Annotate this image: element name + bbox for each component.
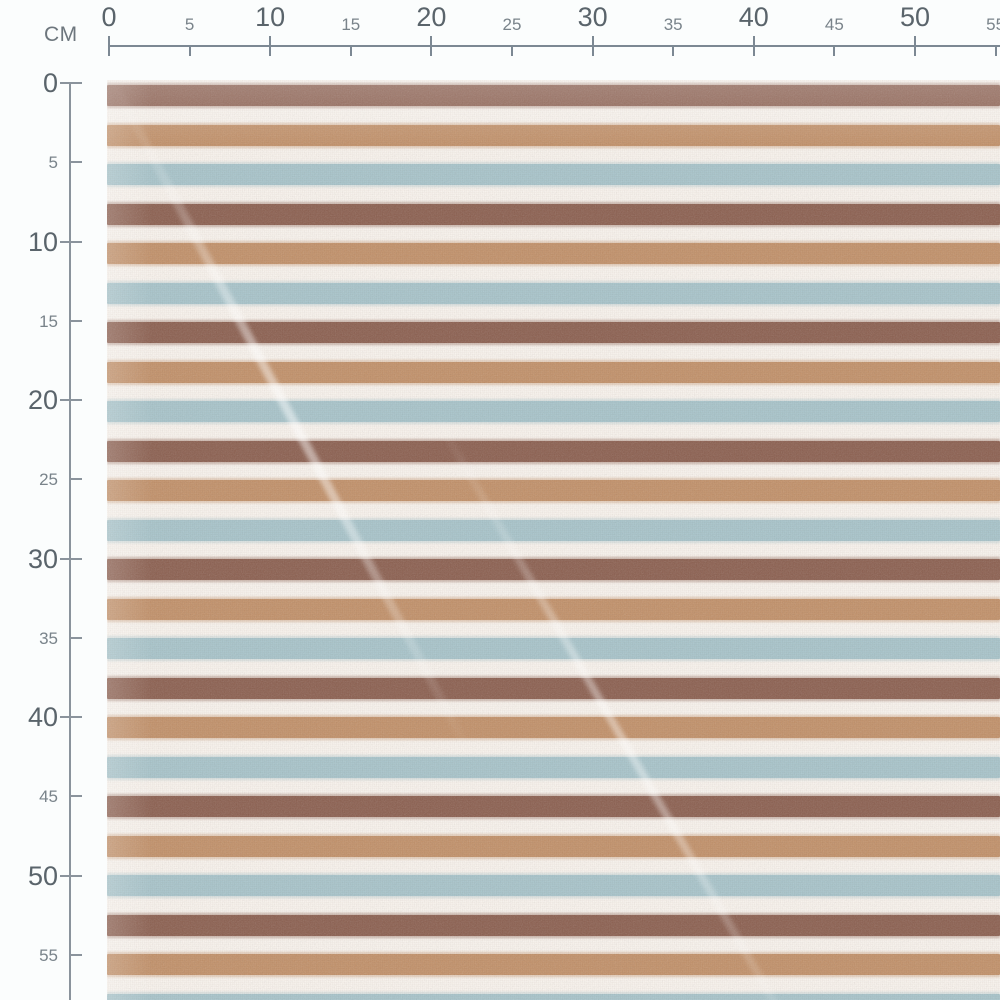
h-ruler-label-major: 10 (255, 2, 286, 32)
fabric-stripe-dusty-blue (107, 757, 1000, 778)
fabric-stripe-dark-brown (107, 796, 1000, 817)
v-ruler-minor-tick (69, 953, 82, 956)
v-ruler-label-minor: 15 (39, 311, 58, 331)
h-ruler-major-tick (591, 36, 594, 56)
v-ruler-minor-tick (69, 795, 82, 798)
v-ruler-minor-tick (69, 636, 82, 639)
v-ruler-label-minor: 55 (39, 945, 58, 965)
v-ruler-label-major: 30 (27, 543, 58, 574)
h-ruler-major-tick (269, 36, 272, 56)
h-ruler-label-minor: 45 (824, 15, 844, 34)
fabric-stripe-camel-tan (107, 243, 1000, 264)
h-ruler-minor-tick (349, 46, 352, 56)
v-ruler-label-minor: 35 (39, 628, 58, 648)
fabric-stripe-dark-brown (107, 85, 1000, 106)
h-ruler-minor-tick (994, 46, 997, 56)
stripe-pattern (107, 80, 1000, 1000)
ruler-unit-label: CM (44, 23, 78, 46)
fabric-stripe-dusty-blue (107, 994, 1000, 1000)
h-ruler-major-tick (430, 36, 433, 56)
fabric-stripe-dark-brown (107, 322, 1000, 343)
v-ruler-label-minor: 45 (39, 787, 58, 807)
v-ruler-major-tick (60, 240, 82, 243)
h-ruler-major-tick (108, 36, 110, 56)
v-ruler-label-major: 50 (27, 860, 58, 891)
fabric-stripe-dark-brown (107, 441, 1000, 462)
v-ruler-major-tick (60, 716, 82, 718)
v-ruler-major-tick (60, 82, 82, 84)
h-ruler-label-minor: 15 (341, 15, 361, 34)
h-ruler-label-major: 40 (738, 2, 769, 32)
h-ruler-minor-tick (188, 46, 191, 56)
fabric-stripe-camel-tan (107, 480, 1000, 501)
h-ruler-minor-tick (833, 46, 836, 56)
v-ruler-label-minor: 25 (39, 470, 58, 490)
fabric-stripe-dusty-blue (107, 401, 1000, 422)
v-ruler-label-major: 20 (27, 385, 58, 415)
fabric-stripe-camel-tan (107, 717, 1000, 738)
h-ruler-label-major: 20 (416, 2, 447, 32)
fabric-stripe-dark-brown (107, 204, 1000, 225)
v-ruler-label-major: 0 (42, 68, 58, 98)
fabric-stripe-dusty-blue (107, 283, 1000, 304)
h-ruler-major-tick (752, 36, 755, 56)
fabric-stripe-camel-tan (107, 836, 1000, 857)
h-ruler-minor-tick (672, 46, 675, 56)
v-ruler-label-major: 40 (27, 702, 58, 732)
v-ruler-minor-tick (69, 478, 82, 481)
fabric-stripe-dusty-blue (107, 875, 1000, 896)
fabric-stripe-camel-tan (107, 954, 1000, 975)
fabric-stripe-camel-tan (107, 599, 1000, 620)
vertical-ruler-axis-line (69, 83, 71, 1000)
fabric-stripe-dark-brown (107, 678, 1000, 699)
v-ruler-major-tick (60, 399, 82, 401)
v-ruler-label-major: 10 (27, 226, 58, 257)
fabric-stripe-dark-brown (107, 915, 1000, 936)
h-ruler-label-major: 50 (899, 2, 931, 32)
v-ruler-minor-tick (69, 161, 82, 164)
fabric-swatch-image (107, 80, 1000, 1000)
fabric-stripe-dusty-blue (107, 520, 1000, 541)
fabric-stripe-dusty-blue (107, 638, 1000, 659)
h-ruler-label-major: 0 (101, 2, 117, 32)
h-ruler-label-major: 30 (577, 2, 608, 32)
fabric-stripe-dusty-blue (107, 164, 1000, 185)
h-ruler-label-minor: 25 (502, 15, 522, 34)
v-ruler-major-tick (60, 874, 82, 877)
h-ruler-minor-tick (511, 46, 513, 56)
v-ruler-label-minor: 5 (48, 153, 58, 173)
h-ruler-label-minor: 5 (184, 15, 195, 34)
v-ruler-major-tick (60, 557, 82, 560)
fabric-stripe-camel-tan (107, 125, 1000, 146)
v-ruler-minor-tick (69, 319, 82, 322)
fabric-stripe-dark-brown (107, 559, 1000, 580)
h-ruler-label-minor: 35 (663, 15, 683, 34)
fabric-stripe-camel-tan (107, 362, 1000, 383)
h-ruler-label-minor: 55 (986, 15, 1000, 34)
h-ruler-major-tick (914, 36, 916, 56)
horizontal-ruler-axis-line (109, 45, 1000, 47)
